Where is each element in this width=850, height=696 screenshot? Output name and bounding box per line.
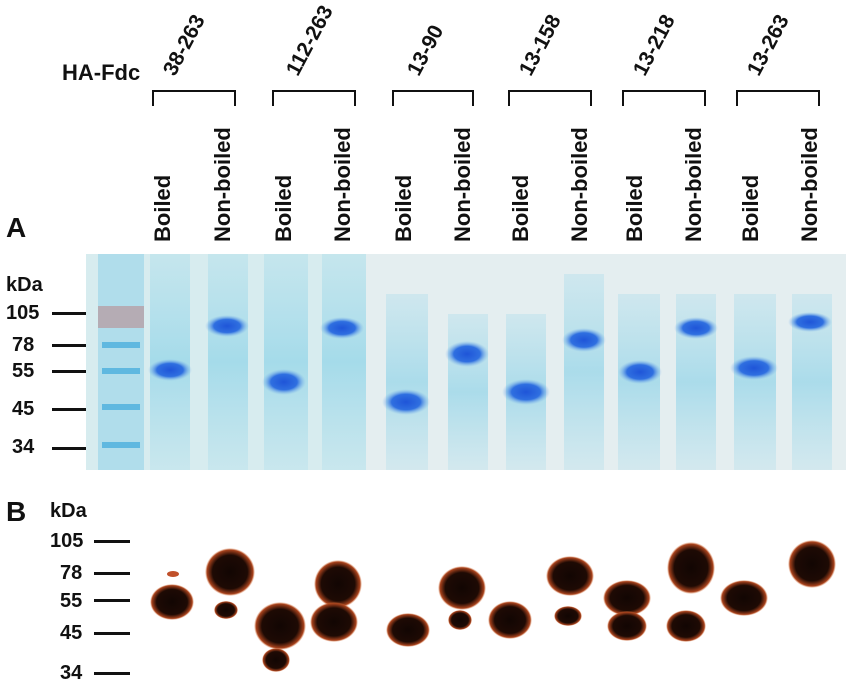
marker-label: 45 — [12, 398, 35, 420]
marker-label: 55 — [12, 360, 35, 382]
blot-band — [666, 610, 706, 642]
marker-tick — [94, 572, 134, 575]
protein-band — [205, 315, 249, 337]
ladder-band — [98, 306, 144, 328]
blot-band — [720, 580, 768, 616]
construct-label-13-90: 13-90 — [402, 21, 449, 80]
marker-label: 78 — [12, 334, 35, 356]
blot-band — [167, 571, 179, 577]
construct-bracket — [272, 90, 356, 106]
marker-tick — [52, 408, 92, 411]
construct-label-112-263: 112-263 — [281, 1, 338, 80]
protein-band — [382, 389, 430, 415]
ladder-band — [102, 368, 140, 374]
lane-smear — [208, 254, 248, 470]
lane-label-boiled: Boiled — [391, 174, 416, 242]
protein-band — [445, 341, 489, 367]
construct-bracket — [508, 90, 592, 106]
lane-label-boiled: Boiled — [150, 174, 175, 242]
protein-band — [788, 312, 832, 332]
panel-b-letter: B — [6, 496, 27, 527]
marker-label: 105 — [50, 530, 84, 552]
construct-label-13-218: 13-218 — [628, 10, 680, 80]
lane-label-boiled: Boiled — [271, 174, 296, 242]
marker-label: 55 — [60, 590, 83, 612]
blot-band — [554, 606, 582, 626]
marker-tick — [94, 672, 134, 675]
protein-band — [562, 328, 606, 352]
construct-bracket — [736, 90, 820, 106]
construct-label-13-263: 13-263 — [742, 10, 794, 80]
lane-label-boiled: Boiled — [508, 174, 533, 242]
blot-band — [150, 584, 194, 620]
marker-label: 105 — [6, 302, 40, 324]
construct-bracket — [152, 90, 236, 106]
lane-label-non-boiled: Non-boiled — [681, 127, 706, 242]
lane-label-non-boiled: Non-boiled — [797, 127, 822, 242]
ladder-lane — [98, 254, 144, 470]
blot-band — [262, 648, 290, 672]
protein-band — [730, 356, 778, 380]
blot-band — [438, 566, 486, 610]
lane-label-non-boiled: Non-boiled — [450, 127, 475, 242]
lane-label-boiled: Boiled — [738, 174, 763, 242]
blot-band — [667, 542, 715, 594]
coomassie-gel — [86, 254, 846, 470]
lane-label-non-boiled: Non-boiled — [330, 127, 355, 242]
ladder-band — [102, 442, 140, 448]
lane-label-non-boiled: Non-boiled — [567, 127, 592, 242]
blot-band — [205, 548, 255, 596]
marker-tick — [52, 344, 92, 347]
protein-band — [674, 317, 718, 339]
blot-band — [386, 613, 430, 647]
blot-band — [603, 580, 651, 616]
blot-band — [254, 602, 306, 650]
lane-smear — [564, 274, 604, 470]
ladder-band — [102, 342, 140, 348]
marker-tick — [52, 370, 92, 373]
marker-tick — [94, 632, 134, 635]
marker-tick — [52, 447, 92, 450]
blot-band — [214, 601, 238, 619]
blot-band — [310, 602, 358, 642]
marker-tick — [52, 312, 92, 315]
blot-band — [448, 610, 472, 630]
protein-band — [262, 369, 306, 395]
construct-label-38-263: 38-263 — [158, 10, 210, 80]
blot-band — [607, 611, 647, 641]
construct-prefix-label: HA-Fdc — [62, 60, 141, 85]
marker-label: 45 — [60, 622, 83, 644]
ladder-band — [102, 404, 140, 410]
blot-band — [314, 560, 362, 608]
western-blot — [130, 530, 846, 696]
protein-band — [618, 360, 662, 384]
protein-band — [502, 379, 550, 405]
marker-label: 78 — [60, 562, 83, 584]
protein-band — [148, 359, 192, 381]
lane-smear — [448, 314, 488, 470]
lane-smear — [322, 254, 366, 470]
lane-smear — [386, 294, 428, 470]
construct-bracket — [392, 90, 474, 106]
marker-tick — [94, 540, 134, 543]
lane-label-non-boiled: Non-boiled — [210, 127, 235, 242]
panel-b-unit: kDa — [50, 500, 87, 522]
lane-label-boiled: Boiled — [622, 174, 647, 242]
protein-band — [320, 317, 364, 339]
lane-smear — [734, 294, 776, 470]
blot-band — [488, 601, 532, 639]
panel-a-letter: A — [6, 212, 27, 243]
panel-a-unit: kDa — [6, 274, 43, 296]
blot-band — [546, 556, 594, 596]
marker-tick — [94, 599, 134, 602]
marker-label: 34 — [12, 436, 35, 458]
lane-smear — [264, 254, 308, 470]
blot-band — [788, 540, 836, 588]
marker-label: 34 — [60, 662, 83, 684]
construct-bracket — [622, 90, 706, 106]
construct-label-13-158: 13-158 — [514, 10, 566, 80]
